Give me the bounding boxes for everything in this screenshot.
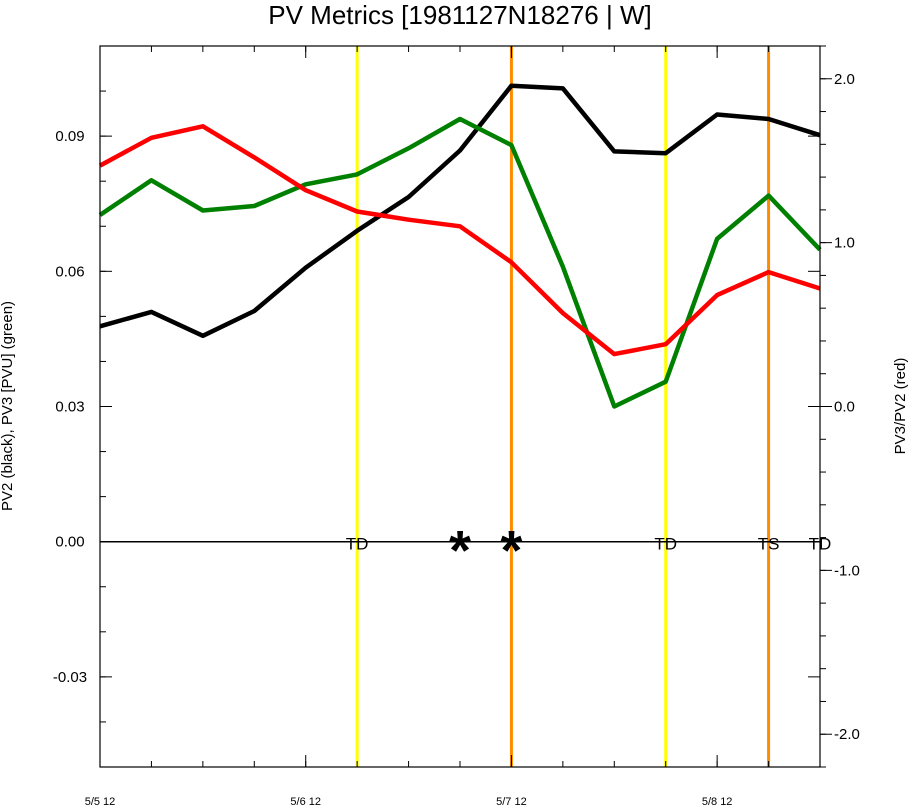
- x-tick-label: 5/7 12: [496, 796, 527, 805]
- y-right-tick-label: -1.0: [834, 562, 860, 579]
- stage-label: TS: [758, 535, 780, 554]
- stage-label: TD: [346, 535, 369, 554]
- y-left-tick-label: 0.06: [55, 263, 84, 280]
- y-axis-left-label: PV2 (black), PV3 [PVU] (green): [0, 301, 16, 511]
- y-right-tick-label: 1.0: [834, 235, 855, 252]
- y-left-tick-label: 0.03: [55, 399, 84, 416]
- x-tick-label: 5/8 12: [702, 796, 733, 805]
- plot-area: 0.09 0.06 0.03 0.00 -0.03 2.0 1.0 0.0 -1.0 -2.0 5/…: [53, 45, 860, 808]
- y-axis-right-label: PV3/PV2 (red): [892, 358, 909, 455]
- y-right-tick-label: 0.0: [834, 399, 855, 416]
- x-tick-label: 5/5 12: [85, 796, 116, 805]
- y-left-tick-label: -0.03: [53, 669, 87, 686]
- series-line-pv2: [99, 83, 821, 339]
- series-line-pv3: [98, 116, 822, 409]
- stage-label: TD: [654, 535, 677, 554]
- y-left-tick-label: 0.09: [55, 128, 84, 145]
- x-tick-label: 5/6 12: [290, 796, 321, 805]
- plot-frame: [99, 45, 821, 768]
- y-right-tick-label: -2.0: [834, 726, 860, 743]
- chart-title: PV Metrics [1981127N18276 | W]: [268, 0, 651, 30]
- asterisk-marker: *: [449, 519, 471, 582]
- y-left-tick-label: 0.00: [55, 534, 84, 551]
- y-right-tick-label: 2.0: [834, 71, 855, 88]
- asterisk-marker: *: [501, 519, 523, 582]
- series-line-pv3-pv2: [98, 124, 821, 357]
